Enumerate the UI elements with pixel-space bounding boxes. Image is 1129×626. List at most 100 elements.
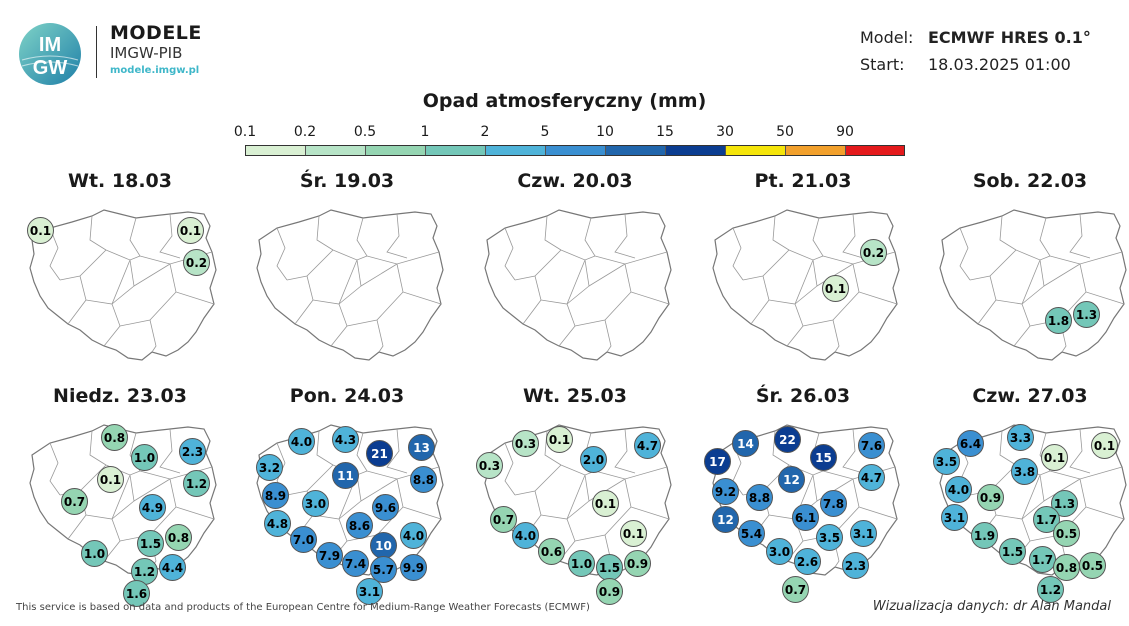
region-border-2 xyxy=(356,432,368,472)
precip-marker: 6.1 xyxy=(792,504,819,531)
country-outline xyxy=(939,209,1127,361)
region-border-0 xyxy=(504,442,516,496)
precip-marker: 0.1 xyxy=(27,217,54,244)
legend-swatch-8 xyxy=(726,146,786,155)
precip-marker: 1.2 xyxy=(1037,576,1064,603)
legend-tick-9: 50 xyxy=(776,124,794,140)
model-label: Model: xyxy=(860,28,914,47)
precip-marker: 10 xyxy=(370,532,397,559)
precip-marker: 2.3 xyxy=(179,438,206,465)
precip-marker: 7.6 xyxy=(858,432,885,459)
poland-map-4 xyxy=(939,209,1127,361)
legend-tick-10: 90 xyxy=(836,124,854,140)
precip-marker: 0.1 xyxy=(822,275,849,302)
precip-marker: 1.3 xyxy=(1073,301,1100,328)
precip-marker: 1.2 xyxy=(183,470,210,497)
legend-swatch-1 xyxy=(306,146,366,155)
region-border-3 xyxy=(386,428,408,474)
precip-marker: 9.6 xyxy=(372,494,399,521)
precip-marker: 3.1 xyxy=(941,504,968,531)
precip-marker: 5.4 xyxy=(738,520,765,547)
region-border-3 xyxy=(159,428,181,474)
precip-marker: 21 xyxy=(366,440,393,467)
precip-marker: 1.0 xyxy=(131,444,158,471)
precip-marker: 3.1 xyxy=(356,578,383,605)
region-border-2 xyxy=(584,217,596,257)
precip-marker: 0.3 xyxy=(476,452,503,479)
footer-credit: Wizualizacja danych: dr Alan Mandal xyxy=(872,599,1111,614)
region-border-2 xyxy=(812,217,824,257)
precip-marker: 0.5 xyxy=(1079,552,1106,579)
precip-marker: 3.3 xyxy=(1007,424,1034,451)
legend-tick-1: 0.2 xyxy=(293,124,317,140)
precip-marker: 2.3 xyxy=(842,552,869,579)
precip-marker: 14 xyxy=(732,430,759,457)
precip-marker: 4.3 xyxy=(332,426,359,453)
region-border-1 xyxy=(772,215,790,251)
precip-marker: 1.2 xyxy=(131,558,158,585)
legend-swatch-5 xyxy=(546,146,606,155)
region-border-1 xyxy=(89,215,107,251)
start-value: 18.03.2025 01:00 xyxy=(928,55,1071,74)
region-border-14 xyxy=(360,263,398,287)
precip-marker: 0.1 xyxy=(97,466,124,493)
region-border-12 xyxy=(832,319,840,353)
precip-marker: 6.4 xyxy=(957,430,984,457)
precip-marker: 0.8 xyxy=(1053,554,1080,581)
precip-marker: 0.1 xyxy=(1041,444,1068,471)
precip-marker: 7.8 xyxy=(820,490,847,517)
legend-swatch-0 xyxy=(246,146,306,155)
region-border-14 xyxy=(360,478,398,502)
precip-marker: 4.7 xyxy=(858,464,885,491)
precip-marker: 8.8 xyxy=(410,466,437,493)
precip-marker: 0.2 xyxy=(183,249,210,276)
region-border-12 xyxy=(376,319,384,353)
legend-swatch-3 xyxy=(426,146,486,155)
poland-map-2 xyxy=(484,209,672,361)
region-border-0 xyxy=(732,227,744,281)
legend-tick-6: 10 xyxy=(596,124,614,140)
precip-marker: 4.8 xyxy=(264,510,291,537)
day-title-1: Śr. 19.03 xyxy=(299,170,395,192)
region-border-1 xyxy=(999,430,1017,466)
legend-swatch-10 xyxy=(846,146,904,155)
precip-marker: 12 xyxy=(712,506,739,533)
precip-marker: 0.1 xyxy=(177,217,204,244)
legend-tick-7: 15 xyxy=(656,124,674,140)
region-border-1 xyxy=(89,430,107,466)
region-border-3 xyxy=(842,213,864,259)
legend-tick-5: 5 xyxy=(540,124,550,140)
precip-marker: 0.9 xyxy=(596,578,623,605)
region-border-0 xyxy=(276,227,288,281)
precip-marker: 0.3 xyxy=(512,430,539,457)
precip-marker: 15 xyxy=(810,444,837,471)
legend-swatch-2 xyxy=(366,146,426,155)
day-title-3: Pt. 21.03 xyxy=(754,170,852,192)
precip-marker: 1.0 xyxy=(81,540,108,567)
legend-swatch-9 xyxy=(786,146,846,155)
precip-marker: 1.9 xyxy=(971,522,998,549)
region-border-3 xyxy=(159,213,181,259)
logo-text-bottom: GW xyxy=(33,57,68,79)
precip-marker: 2.0 xyxy=(580,446,607,473)
region-border-1 xyxy=(316,215,334,251)
precip-marker: 1.6 xyxy=(123,580,150,607)
precip-marker: 4.0 xyxy=(288,428,315,455)
precip-marker: 13 xyxy=(408,434,435,461)
precip-marker: 0.7 xyxy=(782,576,809,603)
precip-marker: 0.1 xyxy=(546,426,573,453)
region-border-3 xyxy=(614,213,636,259)
precip-marker: 4.4 xyxy=(159,554,186,581)
precip-marker: 8.8 xyxy=(746,484,773,511)
precip-marker: 1.0 xyxy=(568,550,595,577)
precip-marker: 0.7 xyxy=(61,488,88,515)
region-border-0 xyxy=(504,227,516,281)
precip-marker: 0.8 xyxy=(101,424,128,451)
legend-swatch-4 xyxy=(486,146,546,155)
legend-swatch-6 xyxy=(606,146,666,155)
region-border-3 xyxy=(1069,213,1091,259)
footer-attribution: This service is based on data and produc… xyxy=(16,602,590,613)
day-title-4: Sob. 22.03 xyxy=(972,170,1088,192)
precip-marker: 8.9 xyxy=(262,482,289,509)
precip-marker: 1.3 xyxy=(1051,490,1078,517)
